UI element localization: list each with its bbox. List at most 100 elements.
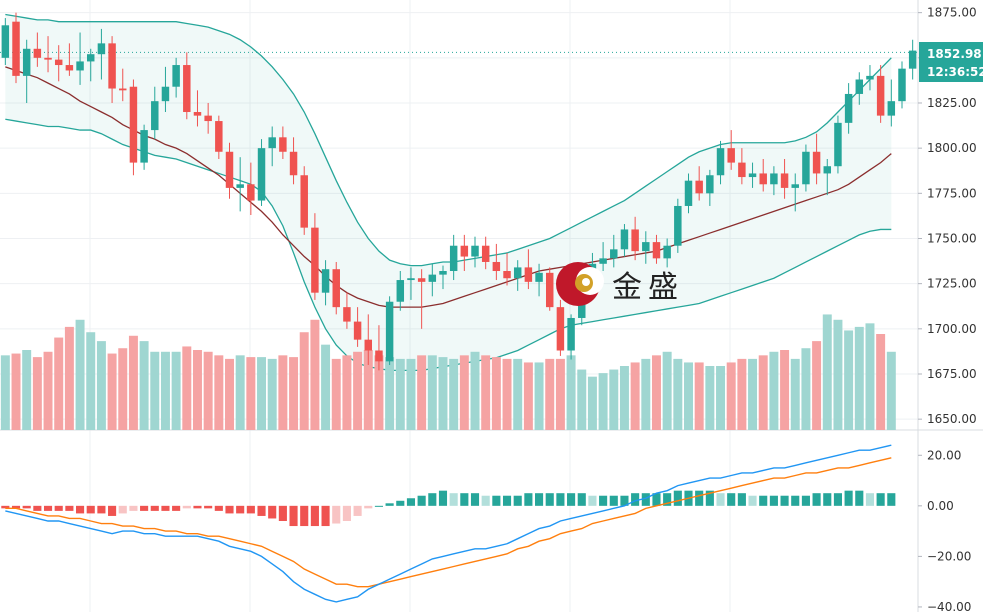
macd-histogram-bar xyxy=(716,493,725,506)
volume-bar xyxy=(86,332,96,430)
volume-bar xyxy=(716,366,726,430)
candle-body xyxy=(834,122,842,167)
price-axis[interactable]: 1875.001850.001825.001800.001775.001750.… xyxy=(918,6,977,614)
volume-bar xyxy=(128,335,138,430)
candle-body xyxy=(513,267,522,279)
candle-body xyxy=(44,57,52,60)
candle-body xyxy=(33,48,42,58)
candle-body xyxy=(247,184,255,201)
candle-body xyxy=(481,245,490,262)
candle-body xyxy=(119,88,127,91)
candle-body xyxy=(823,166,832,174)
candle-body xyxy=(652,242,661,259)
macd-histogram-bar xyxy=(268,505,277,519)
volume-bar xyxy=(22,350,32,430)
volume-bar xyxy=(641,358,651,430)
candle-body xyxy=(631,229,639,252)
macd-histogram-bar xyxy=(577,493,586,506)
volume-bar xyxy=(790,358,800,430)
volume-bar xyxy=(353,351,363,430)
volume-bar xyxy=(321,344,331,430)
candle-body xyxy=(65,65,74,71)
candle-body xyxy=(620,229,629,250)
volume-bar xyxy=(705,366,715,430)
candle-body xyxy=(503,271,511,279)
macd-histogram-bar xyxy=(780,495,789,506)
macd-histogram-bar xyxy=(438,490,448,506)
candle-body xyxy=(812,151,821,174)
logo-icon xyxy=(556,262,604,306)
macd-histogram-bar xyxy=(833,493,842,506)
volume-bar xyxy=(865,323,875,430)
macd-histogram-bar xyxy=(769,495,778,506)
macd-histogram-bar xyxy=(193,505,202,509)
volume-bar xyxy=(43,351,53,430)
volume-bar xyxy=(32,357,42,430)
candle-body xyxy=(610,249,618,259)
volume-bar xyxy=(481,355,491,430)
candle-body xyxy=(866,75,874,80)
macd-tick-label: 20.00 xyxy=(927,448,961,462)
candle-body xyxy=(439,271,447,275)
candle-body xyxy=(236,184,244,188)
volume-bar xyxy=(417,355,427,430)
volume-bar xyxy=(257,357,267,430)
volume-bar xyxy=(182,346,192,430)
macd-histogram-bar xyxy=(513,495,522,506)
macd-histogram-bar xyxy=(609,495,618,506)
macd-histogram-bar xyxy=(86,505,95,514)
volume-bar xyxy=(651,355,661,430)
macd-histogram-bar xyxy=(385,503,394,506)
macd-histogram-bar xyxy=(673,490,682,506)
macd-histogram-bar xyxy=(108,505,117,516)
volume-bar xyxy=(748,358,758,430)
macd-histogram-bar xyxy=(470,493,480,506)
bollinger-fill xyxy=(5,14,892,371)
candle-body xyxy=(428,274,437,282)
macd-histogram-bar xyxy=(406,498,416,506)
candle-body xyxy=(172,65,180,87)
macd-histogram-bar xyxy=(278,505,287,521)
volume-bar xyxy=(54,337,64,430)
macd-tick-label: 0.00 xyxy=(927,499,954,513)
macd-histogram-bar xyxy=(620,495,629,506)
volume-bar xyxy=(598,373,608,430)
volume-bar xyxy=(289,357,299,430)
candle-body xyxy=(321,269,330,293)
candle-body xyxy=(567,317,575,351)
volume-bar xyxy=(801,348,811,430)
macd-histogram-bar xyxy=(705,490,714,506)
price-tick-label: 1725.00 xyxy=(927,277,977,291)
volume-bar xyxy=(374,355,384,430)
candle-body xyxy=(908,50,917,69)
candle-body xyxy=(599,258,607,264)
macd-histogram-bar xyxy=(567,493,576,506)
volume-bar xyxy=(555,358,565,430)
volume-bar xyxy=(662,351,672,430)
macd-histogram-bar xyxy=(1,505,10,509)
volume-bar xyxy=(833,319,843,430)
volume-bar xyxy=(459,355,469,430)
volume-bar xyxy=(299,332,309,430)
volume-bar xyxy=(470,351,480,430)
macd-histogram-bar xyxy=(631,493,640,506)
macd-histogram-bar xyxy=(257,505,266,516)
macd-histogram-bar xyxy=(396,500,405,506)
macd-histogram-bar xyxy=(214,505,223,511)
candle-body xyxy=(802,151,810,185)
candle-body xyxy=(375,350,383,362)
candle-body xyxy=(289,151,298,176)
macd-histogram-bar xyxy=(641,493,650,506)
macd-histogram-bar xyxy=(652,493,661,506)
volume-bars xyxy=(0,314,896,430)
volume-bar xyxy=(0,355,10,430)
candle-body xyxy=(300,175,308,228)
volume-bar xyxy=(267,358,277,430)
candle-body xyxy=(225,151,234,188)
macd-histogram-bar xyxy=(11,505,21,509)
volume-bar xyxy=(491,357,501,430)
macd-histogram-bar xyxy=(748,495,757,506)
macd-histogram-bar xyxy=(33,505,42,511)
